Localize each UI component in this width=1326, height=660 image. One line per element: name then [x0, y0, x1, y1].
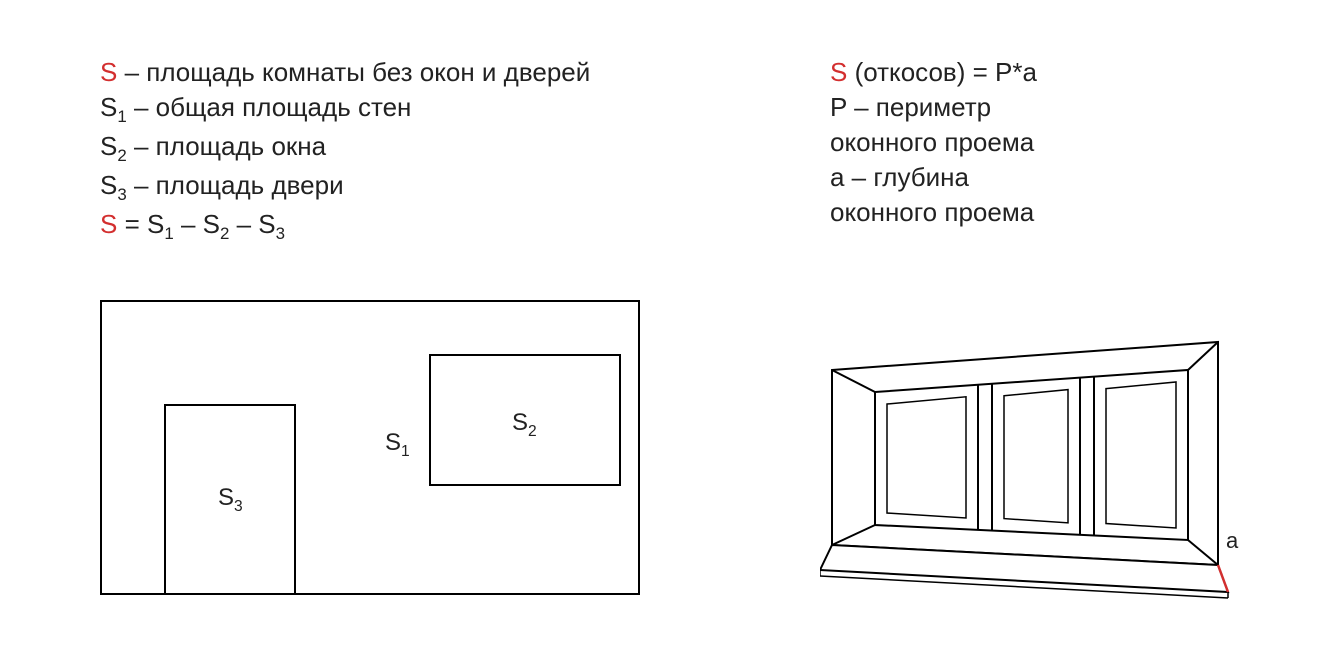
legend-line-4: S3 – площадь двери: [100, 168, 740, 207]
right-legend-line-2: P – периметр: [830, 90, 1250, 125]
legend-line-3: S2 – площадь окна: [100, 129, 740, 168]
window-3d-diagram: а: [820, 330, 1250, 627]
legend-line-2: S1 – общая площадь стен: [100, 90, 740, 129]
right-legend-line-3: оконного проема: [830, 125, 1250, 160]
legend-formula: S = S1 – S2 – S3: [100, 207, 740, 246]
left-legend: S – площадь комнаты без окон и дверей S1…: [100, 55, 740, 246]
window-svg: а: [820, 330, 1250, 620]
right-legend-line-4: а – глубина: [830, 160, 1250, 195]
right-legend-line-1: S (откосов) = P*a: [830, 55, 1250, 90]
wall-diagram: S1S3S2: [100, 300, 640, 602]
svg-text:а: а: [1226, 528, 1239, 553]
wall-svg: S1S3S2: [100, 300, 640, 595]
right-legend: S (откосов) = P*a P – периметр оконного …: [830, 55, 1250, 230]
legend-s-1: S: [100, 57, 117, 87]
right-legend-line-5: оконного проема: [830, 195, 1250, 230]
legend-line-1: S – площадь комнаты без окон и дверей: [100, 55, 740, 90]
